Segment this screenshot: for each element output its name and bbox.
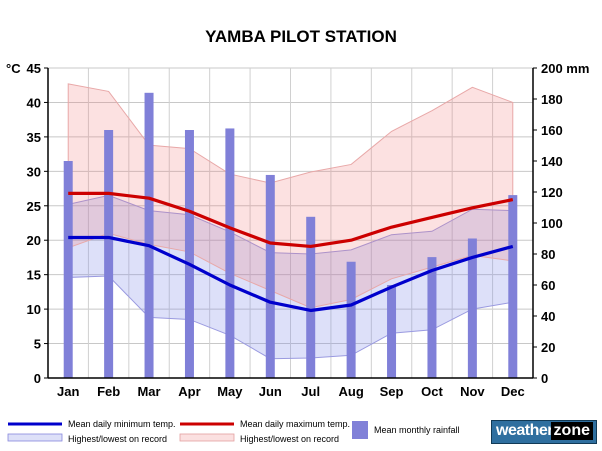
right-tick-label: 0: [541, 371, 548, 386]
logo-word-zone: zone: [550, 422, 593, 440]
left-tick-label: 20: [27, 233, 41, 248]
right-tick-label: 20: [541, 340, 555, 355]
left-tick-label: 35: [27, 130, 41, 145]
x-tick-label: Jan: [57, 384, 79, 399]
left-tick-label: 30: [27, 164, 41, 179]
x-tick-label: Jun: [259, 384, 282, 399]
left-tick-label: 45: [27, 61, 41, 76]
rainfall-bar: [265, 174, 275, 378]
right-tick-label: 100: [541, 216, 563, 231]
left-tick-label: 40: [27, 95, 41, 110]
legend-min-record-label: Highest/lowest on record: [68, 434, 167, 444]
x-tick-label: Dec: [501, 384, 525, 399]
x-tick-label: Sep: [380, 384, 404, 399]
rainfall-bar: [427, 257, 437, 378]
right-tick-label: 60: [541, 278, 555, 293]
rainfall-bar: [387, 285, 397, 378]
left-tick-label: 10: [27, 302, 41, 317]
x-tick-label: Aug: [338, 384, 363, 399]
min-temp-line: [68, 235, 514, 313]
rainfall-bar: [467, 238, 477, 378]
chart-title: YAMBA PILOT STATION: [205, 27, 397, 46]
legend-rain-swatch: [352, 421, 368, 439]
legend: Mean daily minimum temp. Mean daily maxi…: [7, 419, 460, 444]
legend-min-label: Mean daily minimum temp.: [68, 419, 176, 429]
rainfall-bar: [346, 261, 356, 378]
x-tick-label: Oct: [421, 384, 443, 399]
legend-rain-label: Mean monthly rainfall: [374, 425, 460, 435]
rainfall-bar: [144, 92, 154, 379]
rainfall-bar: [184, 130, 194, 378]
right-tick-label: 80: [541, 247, 555, 262]
rainfall-bar: [225, 128, 235, 378]
legend-max-record-label: Highest/lowest on record: [240, 434, 339, 444]
left-axis-unit: °C: [6, 61, 21, 76]
x-tick-label: Feb: [97, 384, 120, 399]
right-tick-label: 160: [541, 123, 563, 138]
right-tick-label: 200 mm: [541, 61, 589, 76]
right-tick-label: 120: [541, 185, 563, 200]
rainfall-bars: [63, 92, 518, 379]
legend-min-record-swatch: [7, 433, 63, 442]
x-tick-label: Mar: [137, 384, 160, 399]
rainfall-bar: [104, 130, 114, 378]
rainfall-bar: [508, 195, 518, 378]
left-tick-label: 15: [27, 268, 41, 283]
left-tick-label: 25: [27, 199, 41, 214]
x-tick-label: May: [217, 384, 243, 399]
logo-word-weather: weather: [496, 422, 553, 439]
max-temp-line: [68, 191, 514, 249]
x-tick-label: Jul: [301, 384, 320, 399]
weatherzone-logo: weather zone: [491, 420, 597, 444]
legend-max-label: Mean daily maximum temp.: [240, 419, 350, 429]
x-tick-label: Nov: [460, 384, 485, 399]
left-tick-label: 0: [34, 371, 41, 386]
right-tick-label: 140: [541, 154, 563, 169]
right-tick-label: 40: [541, 309, 555, 324]
temperature-lines: [68, 191, 514, 313]
axes: 0 5 10 15 20 25 30 35 40 45 °C 0 20 40 60 80 100 120 140 16…: [6, 61, 589, 399]
rainfall-bar: [63, 161, 73, 378]
x-tick-label: Apr: [178, 384, 200, 399]
rainfall-bar: [306, 216, 316, 378]
legend-max-record-swatch: [179, 433, 235, 442]
left-tick-label: 5: [34, 337, 41, 352]
right-tick-label: 180: [541, 92, 563, 107]
